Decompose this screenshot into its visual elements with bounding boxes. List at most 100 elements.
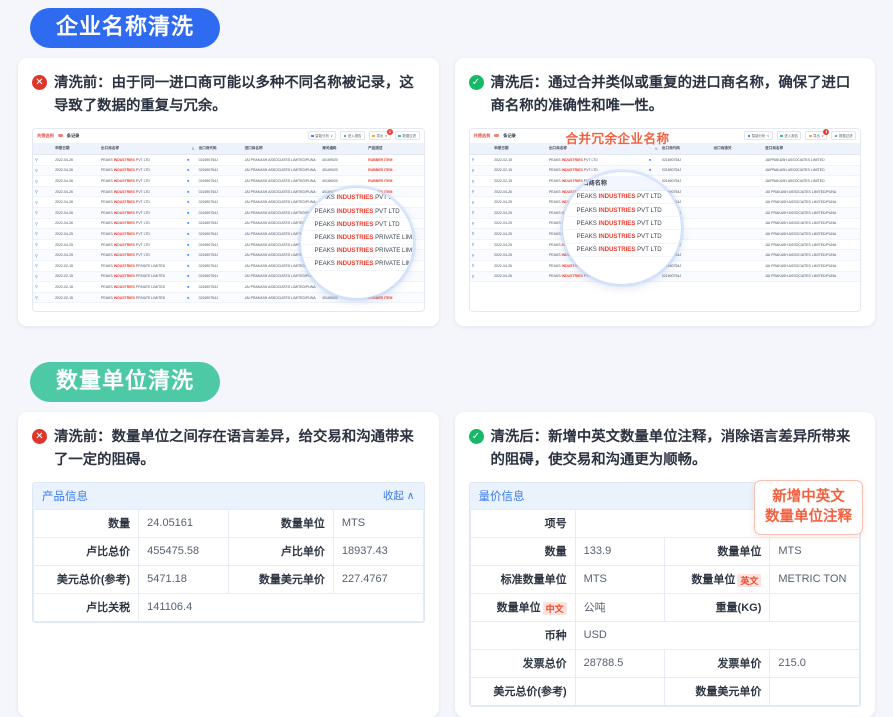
collapse-toggle[interactable]: 收起 ∧: [383, 488, 415, 503]
error-icon: ✕: [32, 429, 47, 444]
detail-value: 141106.4: [139, 593, 423, 621]
success-icon: ✓: [469, 75, 484, 90]
cell-exporter-flag[interactable]: ■: [185, 250, 196, 261]
zoom-lens-row: PEAKS INDUSTRIES PVT LTD: [301, 205, 413, 218]
row-search-icon[interactable]: ⚲: [470, 260, 493, 271]
cell-declare-date: 2022-04-25: [53, 229, 99, 240]
row-search-icon[interactable]: ⚲: [470, 271, 493, 282]
row-search-icon[interactable]: ⚲: [33, 239, 53, 250]
toolbar-button-data-filter[interactable]: 数据过滤: [831, 131, 856, 140]
row-search-icon[interactable]: ⚲: [470, 197, 493, 208]
row-search-icon[interactable]: ⚲: [470, 176, 493, 187]
cell-exporter-flag[interactable]: ■: [185, 282, 196, 293]
cell-declare-date: 2022-04-26: [492, 186, 547, 197]
cell-importer-name: JAI PRAKASH ASSOCIATES LIMITED/PUNA: [243, 292, 321, 303]
row-search-icon[interactable]: ⚲: [33, 260, 53, 271]
th-exporter-code[interactable]: 出口商代码: [197, 144, 243, 155]
th-importer-name[interactable]: 进口商名称: [243, 144, 321, 155]
row-search-icon[interactable]: ⚲: [470, 165, 493, 176]
cell-exporter-code: 021690754J: [660, 155, 712, 166]
cell-exporter-flag[interactable]: ■: [185, 165, 196, 176]
cell-exporter-flag[interactable]: ■: [185, 218, 196, 229]
cell-declare-date: 2022-04-25: [492, 197, 547, 208]
toolbar-button-data-filter[interactable]: 数据过滤: [395, 131, 420, 140]
th-declare-date[interactable]: 申报日期: [53, 144, 99, 155]
toolbar-button-smart-analysis[interactable]: 智能分析 ∨: [308, 131, 337, 140]
cell-exporter-flag[interactable]: ■: [647, 155, 660, 166]
row-search-icon[interactable]: ⚲: [33, 282, 53, 293]
row-search-icon[interactable]: ⚲: [470, 239, 493, 250]
cell-importer-name: JAI PRAKASH ASSOCIATES LIMITED/PUNA: [763, 260, 860, 271]
row-search-icon[interactable]: ⚲: [33, 229, 53, 240]
cell-exporter-flag[interactable]: ■: [185, 208, 196, 219]
toolbar-button-enter-report[interactable]: 进入报告: [340, 131, 365, 140]
th-sort[interactable]: ⇅: [185, 144, 196, 155]
row-search-icon[interactable]: ⚲: [470, 155, 493, 166]
cell-exporter-flag[interactable]: ■: [185, 260, 196, 271]
detail-panel-header: 产品信息 收起 ∧: [33, 483, 424, 509]
row-search-icon[interactable]: ⚲: [470, 218, 493, 229]
row-search-icon[interactable]: ⚲: [33, 155, 53, 166]
cell-exporter-flag[interactable]: ■: [185, 271, 196, 282]
th-declare-date[interactable]: 申报日期: [492, 144, 547, 155]
merge-annotation: 合并冗余企业名称: [566, 128, 670, 147]
toolbar-button-enter-report[interactable]: 进入报告: [777, 131, 802, 140]
toolbar-button-label: 导出: [813, 133, 820, 138]
cell-exporter-flag[interactable]: ■: [185, 176, 196, 187]
th-exporter-name[interactable]: 出口商名称: [99, 144, 185, 155]
row-search-icon[interactable]: ⚲: [470, 208, 493, 219]
cell-exporter-customs: [712, 260, 764, 271]
cell-importer-name: JAIPRAKASH ASSOCIATES LIMITED: [763, 165, 860, 176]
row-search-icon[interactable]: ⚲: [470, 186, 493, 197]
row-search-icon[interactable]: ⚲: [33, 218, 53, 229]
detail-key: 美元总价(参考): [470, 677, 575, 705]
th-hs-code[interactable]: 海关编码: [320, 144, 366, 155]
row-search-icon[interactable]: ⚲: [33, 208, 53, 219]
detail-value: 133.9: [575, 537, 665, 565]
th-importer-name[interactable]: 进口商名称: [763, 144, 860, 155]
row-search-icon[interactable]: ⚲: [33, 186, 53, 197]
row-search-icon[interactable]: ⚲: [33, 250, 53, 261]
row-search-icon[interactable]: ⚲: [33, 292, 53, 303]
toolbar-button-export[interactable]: 导出 ∨ 1: [369, 131, 391, 140]
toolbar-total-label: 共筛选到: [474, 133, 491, 139]
cell-exporter-flag[interactable]: ■: [647, 165, 660, 176]
cell-exporter-flag[interactable]: ■: [185, 197, 196, 208]
row-search-icon[interactable]: ⚲: [470, 250, 493, 261]
toolbar-button-smart-analysis[interactable]: 智能分析 ∨: [744, 131, 773, 140]
row-search-icon[interactable]: ⚲: [33, 197, 53, 208]
detail-key: 发票总价: [470, 649, 575, 677]
detail-key: 数量单位英文: [665, 565, 770, 593]
row-search-icon[interactable]: ⚲: [33, 165, 53, 176]
cell-exporter-flag[interactable]: ■: [185, 239, 196, 250]
section-1-cards: ✕ 清洗前：由于同一进口商可能以多种不同名称被记录，这导致了数据的重复与冗余。 …: [0, 58, 893, 326]
cell-declare-date: 2022-04-25: [53, 250, 99, 261]
export-icon: [372, 135, 375, 138]
th-exporter-customs[interactable]: 出口商通关: [712, 144, 764, 155]
toolbar-button-export[interactable]: 导出 ∨ 1: [805, 131, 827, 140]
cell-exporter-flag[interactable]: ■: [185, 292, 196, 303]
detail-value: 227.4767: [333, 565, 423, 593]
cell-exporter-flag[interactable]: ■: [185, 155, 196, 166]
cell-exporter-code: 021690754J: [197, 271, 243, 282]
cell-exporter-flag[interactable]: ■: [185, 186, 196, 197]
row-search-icon[interactable]: ⚲: [33, 271, 53, 282]
app-toolbar: 共筛选到 条记录 智能分析 ∨ 进入报告: [33, 129, 424, 144]
cell-exporter-flag[interactable]: ■: [185, 229, 196, 240]
row-search-icon[interactable]: ⚲: [470, 229, 493, 240]
note-before-company: ✕ 清洗前：由于同一进口商可能以多种不同名称被记录，这导致了数据的重复与冗余。: [32, 72, 425, 117]
note-before-unit: ✕ 清洗前：数量单位之间存在语言差异，给交易和沟通带来了一定的阻碍。: [32, 426, 425, 471]
row-search-icon[interactable]: ⚲: [33, 176, 53, 187]
toolbar-button-label: 导出: [377, 133, 384, 138]
th-product-desc[interactable]: 产品描述: [366, 144, 423, 155]
